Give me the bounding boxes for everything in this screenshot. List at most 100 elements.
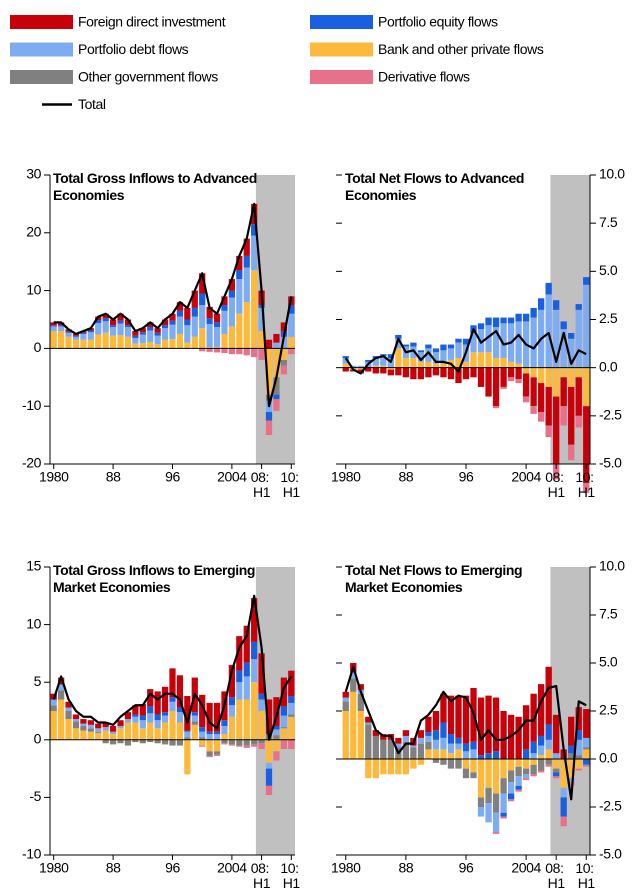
bar-segment (124, 327, 132, 337)
bar-segment (545, 764, 552, 767)
bar-segment (243, 255, 250, 268)
bar-segment (87, 724, 94, 729)
bar-segment (258, 743, 265, 750)
x-tick-label: 2004 (217, 469, 247, 485)
bar-segment (522, 367, 530, 374)
bar-segment (357, 367, 364, 370)
bar-segment (251, 270, 258, 349)
bar-segment (372, 730, 379, 736)
bar-segment (199, 273, 206, 294)
bar-segment (568, 782, 575, 786)
bar-segment (169, 739, 176, 746)
bar-segment (72, 339, 80, 349)
bar-segment (447, 367, 455, 380)
total-line (344, 665, 587, 801)
bar-segment (228, 716, 236, 740)
bar-segment (265, 785, 273, 796)
bar-segment (575, 768, 582, 771)
bar-segment (537, 298, 545, 310)
bar-segment (228, 279, 236, 291)
bar-segment (117, 313, 124, 321)
bar-segment (265, 762, 273, 769)
bar-segment (515, 367, 522, 380)
bar-segment (80, 332, 87, 334)
bar-segment (199, 348, 206, 352)
x-tick-label: 96 (459, 860, 474, 876)
bar-segment (184, 319, 191, 326)
bar-segment (425, 749, 432, 759)
bar-segment (485, 352, 492, 368)
bar-segment (206, 324, 213, 348)
y-tick-label: -5 (29, 788, 41, 804)
legend-swatch (10, 70, 73, 84)
bar-segment (583, 709, 590, 738)
x-tick-label: 10: H1 (280, 860, 302, 891)
bar-segment (169, 313, 176, 321)
bar-segment (470, 759, 477, 773)
bar-segment (492, 367, 500, 407)
bar-segment (395, 759, 402, 775)
bar-segment (357, 711, 364, 759)
bar-segment (206, 306, 213, 319)
bar-segment (265, 768, 273, 786)
bar-segment (537, 735, 545, 746)
bar-segment (522, 396, 530, 403)
bar-segment (72, 728, 80, 740)
bar-segment (102, 332, 109, 349)
bar-segment (206, 347, 213, 349)
bar-segment (184, 739, 191, 775)
bar-segment (485, 317, 492, 326)
bar-segment (288, 336, 295, 349)
bar-segment (280, 359, 287, 366)
bar-segment (537, 745, 545, 756)
bar-segment (206, 734, 213, 740)
bar-segment (537, 411, 545, 422)
bar-segment (169, 324, 176, 340)
bar-segment (221, 720, 228, 726)
bar-segment (372, 735, 379, 759)
bar-segment (530, 377, 537, 407)
bar-segment (447, 734, 455, 744)
bar-segment (139, 334, 146, 344)
y-tick-label: -5.0 (599, 455, 622, 471)
bar-segment (560, 329, 567, 368)
bar-segment (522, 313, 530, 322)
legend-label: Portfolio equity flows (378, 14, 498, 30)
bar-segment (477, 797, 485, 807)
bar-segment (425, 716, 432, 733)
bar-segment (515, 759, 522, 767)
bar-segment (109, 734, 117, 740)
bar-segment (206, 348, 213, 352)
bar-segment (228, 664, 236, 698)
bar-segment (236, 636, 243, 671)
bar-segment (455, 743, 462, 750)
bar-segment (462, 338, 470, 345)
bar-segment (537, 770, 545, 773)
bar-segment (432, 749, 440, 759)
bar-segment (191, 721, 198, 725)
bar-segment (228, 705, 236, 717)
panel: -10 -5 0 5 10 15 1980 88 96 2004 08: H1 10: H1 Total… (22, 558, 303, 891)
bar-segment (462, 751, 470, 759)
bar-segment (87, 332, 94, 340)
bar-segment (184, 342, 191, 349)
bar-segment (455, 749, 462, 759)
bar-segment (147, 327, 154, 331)
bar-segment (213, 313, 221, 323)
bar-segment (357, 369, 364, 374)
bar-segment (530, 774, 537, 777)
bar-segment (507, 799, 515, 802)
bar-segment (545, 294, 552, 368)
bar-segment (492, 327, 500, 359)
bar-segment (545, 282, 552, 295)
bar-segment (462, 768, 470, 779)
bar-segment (342, 711, 349, 759)
bar-segment (357, 365, 364, 368)
bar-segment (251, 598, 258, 642)
bar-segment (147, 322, 154, 328)
x-tick-label: 96 (459, 469, 474, 485)
bar-segment (124, 719, 132, 723)
bar-segment (560, 377, 567, 407)
bar-segment (560, 816, 567, 827)
